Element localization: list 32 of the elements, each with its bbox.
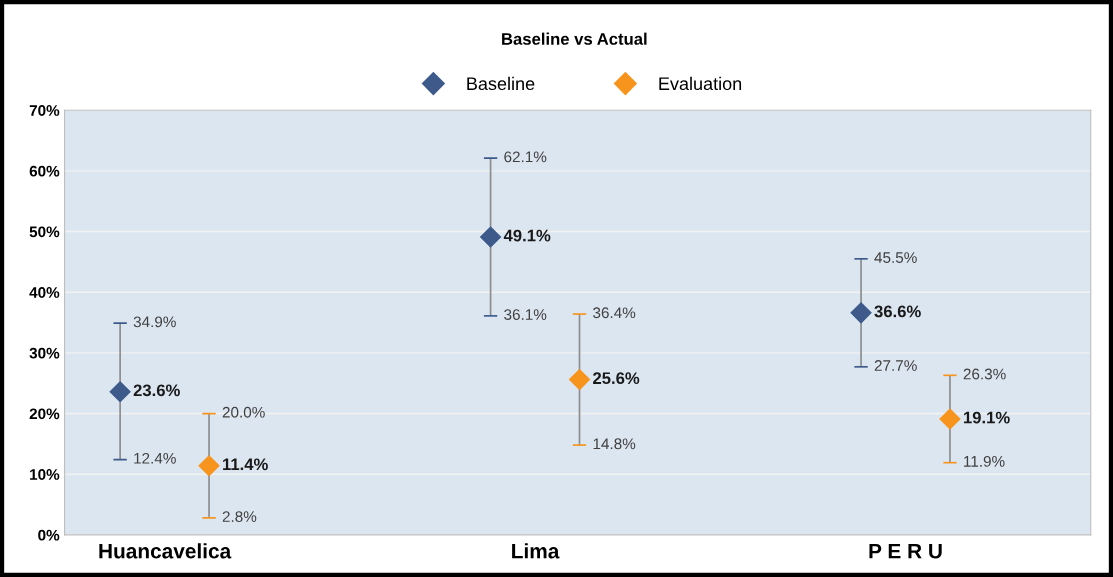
chart-title: Baseline vs Actual bbox=[502, 32, 647, 45]
legend-label: Evaluation bbox=[659, 76, 742, 91]
x-tick-label: P E R U bbox=[869, 543, 942, 559]
y-tick-label: 20% bbox=[29, 408, 60, 420]
annotation: 2.8% bbox=[222, 511, 257, 522]
y-tick-label: 60% bbox=[29, 165, 60, 177]
data-label: 23.6% bbox=[133, 384, 180, 397]
legend-label: Baseline bbox=[467, 76, 535, 91]
annotation: 34.9% bbox=[133, 316, 176, 328]
x-tick-label: Lima bbox=[512, 543, 560, 559]
y-tick-label: 70% bbox=[29, 105, 60, 116]
y-tick-label: 0% bbox=[38, 529, 60, 541]
data-label: 36.6% bbox=[874, 305, 921, 318]
data-label: 19.1% bbox=[963, 411, 1010, 424]
data-label: 49.1% bbox=[503, 229, 551, 242]
y-tick-label: 50% bbox=[29, 226, 60, 238]
y-tick-label: 30% bbox=[29, 347, 60, 359]
annotation: 26.3% bbox=[963, 368, 1006, 380]
data-label: 25.6% bbox=[593, 372, 640, 385]
annotation: 36.4% bbox=[593, 307, 636, 319]
data-label: 11.4% bbox=[223, 458, 268, 471]
annotation: 62.1% bbox=[504, 151, 547, 163]
annotation: 20.0% bbox=[222, 406, 265, 418]
annotation: 36.1% bbox=[504, 309, 547, 320]
annotation: 27.7% bbox=[874, 360, 917, 371]
y-tick-label: 10% bbox=[30, 469, 60, 480]
annotation: 12.4% bbox=[134, 452, 176, 464]
y-tick-label: 40% bbox=[29, 287, 60, 298]
annotation: 45.5% bbox=[874, 252, 917, 263]
annotation: 11.9% bbox=[964, 455, 1005, 467]
annotation: 14.8% bbox=[593, 438, 636, 450]
x-tick-label: Huancavelica bbox=[99, 543, 232, 559]
